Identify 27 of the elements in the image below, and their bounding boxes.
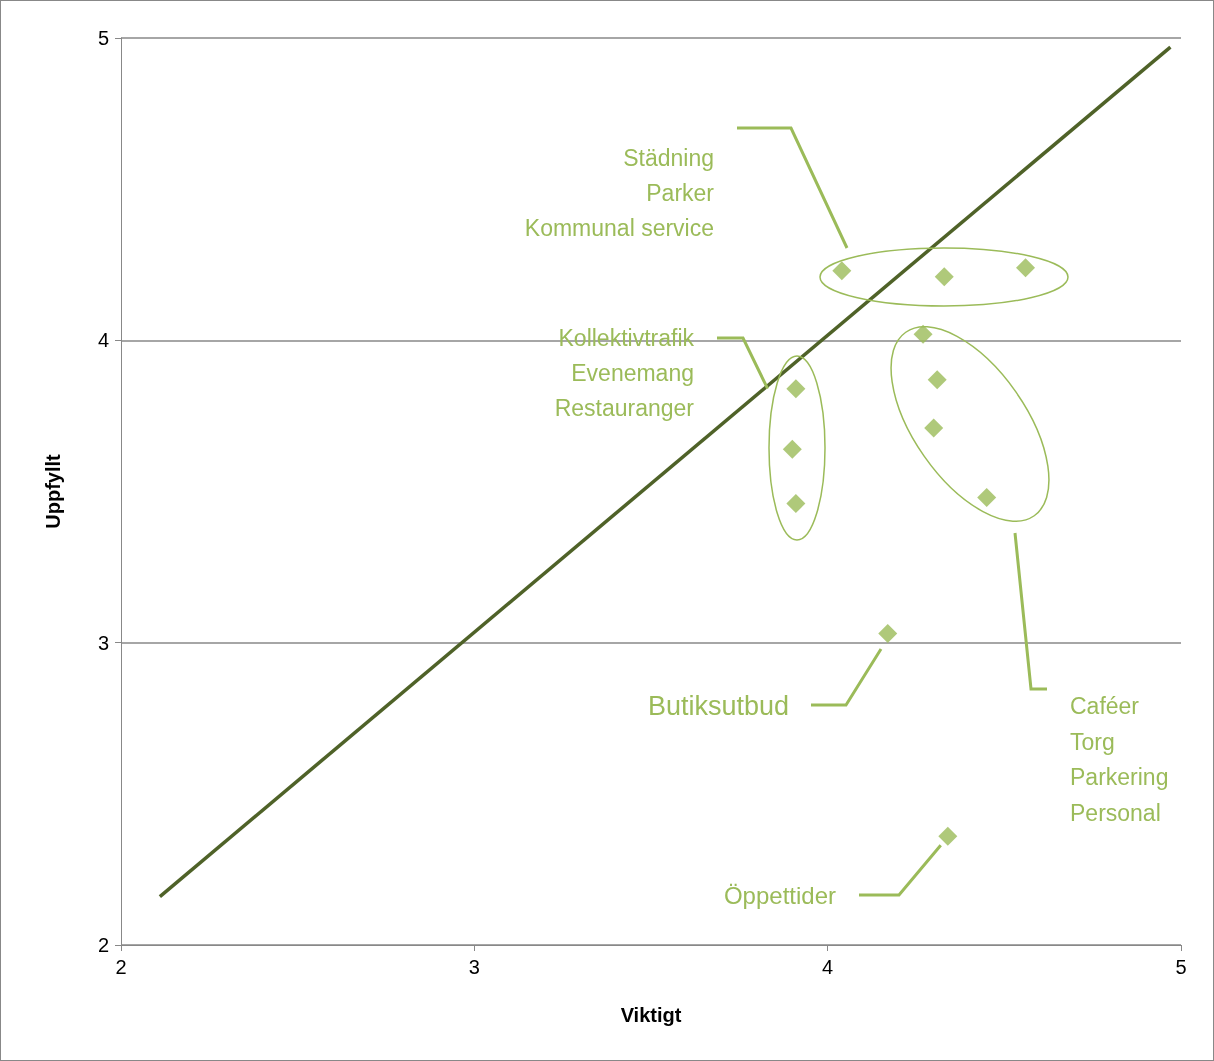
annotation: Städning Parker Kommunal service	[524, 145, 715, 241]
point	[927, 370, 947, 390]
x-axis-title: Viktigt	[620, 1004, 682, 1026]
annotation: Kollektivtrafik Evenemang Restauranger	[554, 325, 695, 421]
y-tick-label: 5	[97, 27, 109, 49]
point	[782, 439, 802, 459]
point	[977, 488, 997, 508]
x-tick-label: 3	[468, 956, 480, 978]
point	[913, 324, 933, 344]
annotation: Öppettider	[723, 881, 836, 909]
x-tick-label: 4	[822, 956, 834, 978]
point	[786, 379, 806, 399]
point	[786, 494, 806, 514]
x-tick-label: 5	[1175, 956, 1187, 978]
point	[924, 418, 944, 438]
annotation: Caféer Torg Parkering Personal	[1070, 693, 1169, 826]
point	[878, 624, 898, 644]
point	[934, 267, 954, 287]
point	[1016, 258, 1036, 278]
y-axis-title: Uppfyllt	[42, 453, 64, 529]
y-tick-label: 4	[97, 329, 109, 352]
point	[832, 261, 852, 281]
y-tick-label: 3	[97, 631, 109, 654]
point	[938, 826, 958, 846]
y-tick-label: 2	[97, 934, 109, 956]
annotation: Butiksutbud	[647, 691, 789, 721]
x-tick-label: 2	[115, 956, 127, 978]
